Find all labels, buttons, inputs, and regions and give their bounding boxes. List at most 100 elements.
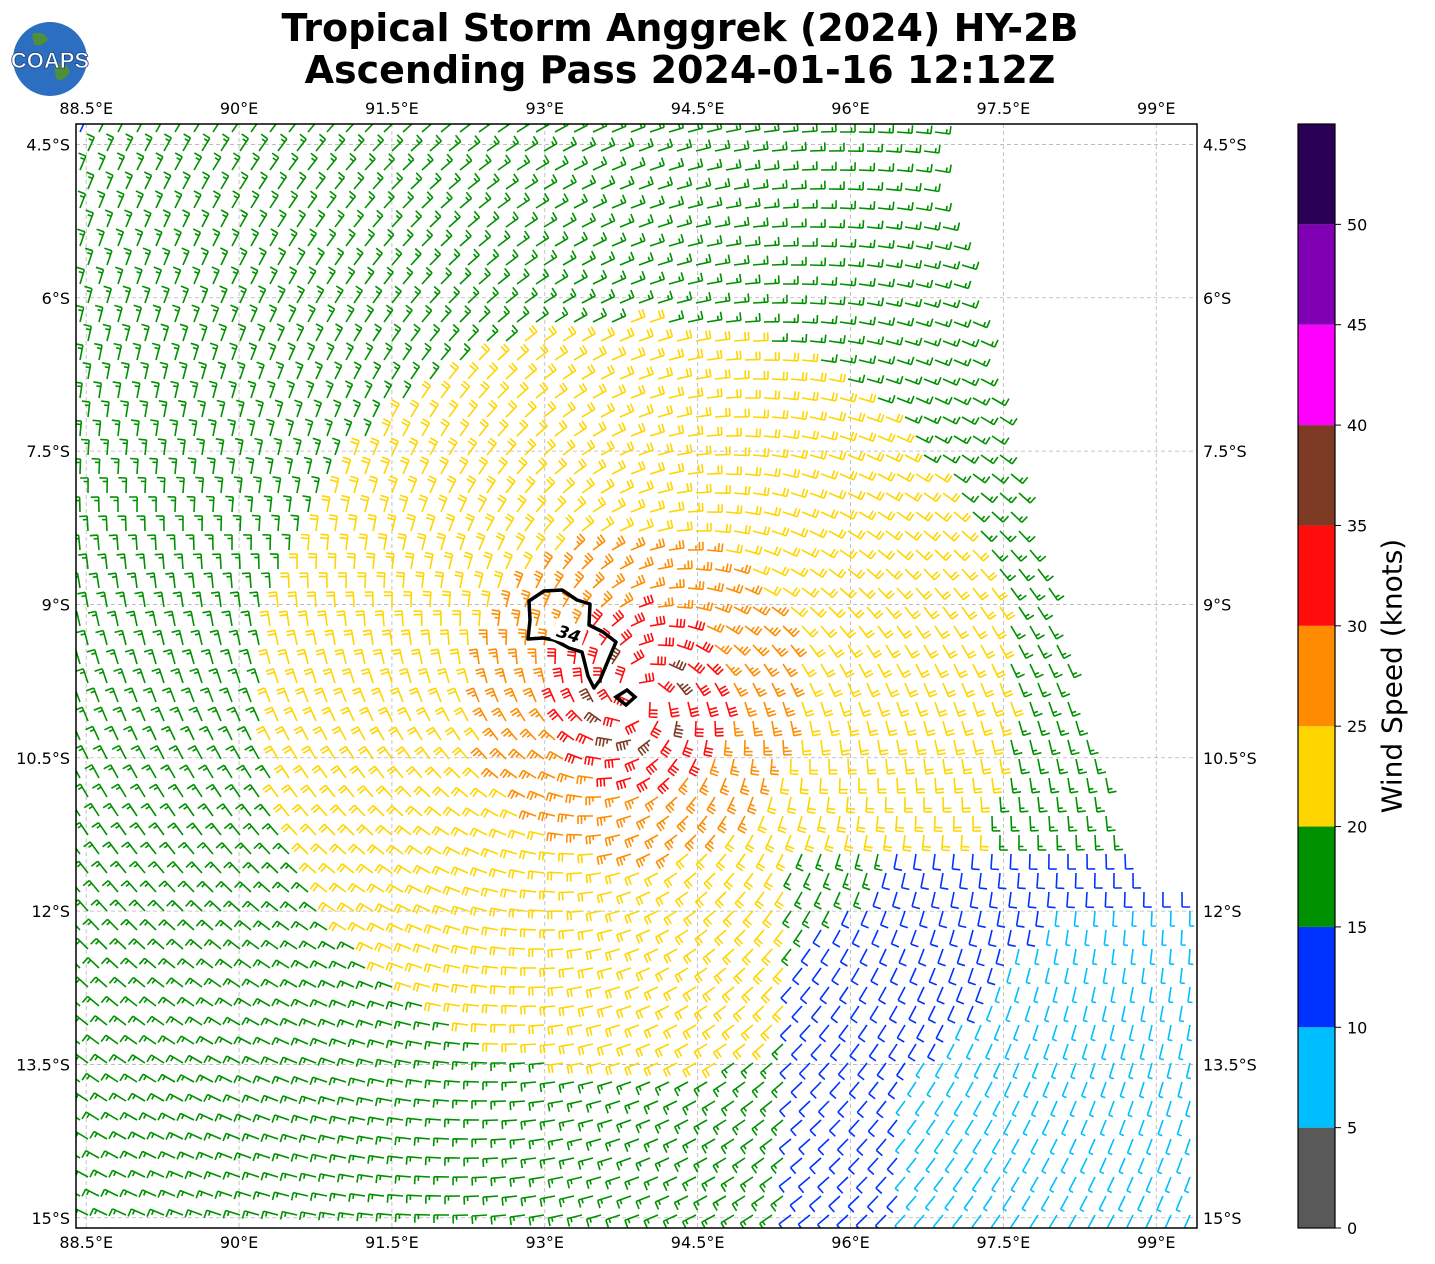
- colorbar-label-text: Wind Speed (knots): [1375, 538, 1409, 814]
- wind-barb: [431, 865, 450, 876]
- wind-barb: [402, 191, 415, 209]
- wind-barb: [820, 161, 837, 171]
- wind-barb: [193, 190, 202, 209]
- wind-barb: [596, 1081, 613, 1095]
- wind-barb: [961, 796, 971, 813]
- wind-barb: [1090, 1024, 1096, 1042]
- wind-barb: [915, 549, 934, 561]
- wind-barb: [733, 486, 751, 496]
- wind-barb: [482, 1042, 499, 1052]
- lat-tick-label: 6°S: [42, 289, 70, 308]
- wind-barb: [798, 1100, 811, 1118]
- wind-barb: [732, 1005, 746, 1023]
- wind-barb: [999, 644, 1015, 659]
- wind-barb: [847, 297, 865, 306]
- wind-barb: [600, 590, 613, 608]
- wind-barb: [923, 338, 942, 347]
- wind-barb: [317, 610, 328, 627]
- wind-barb: [968, 929, 978, 948]
- wind-barb: [367, 513, 377, 532]
- wind-barb: [355, 902, 374, 913]
- wind-barb: [344, 380, 354, 399]
- wind-barb: [391, 323, 402, 342]
- wind-barb: [636, 777, 651, 793]
- wind-barb: [828, 335, 846, 344]
- wind-barb: [355, 824, 374, 836]
- wind-barb: [920, 872, 929, 891]
- wind-barb: [596, 891, 613, 904]
- wind-barb: [170, 380, 180, 399]
- wind-barb: [662, 1100, 678, 1116]
- wind-barb: [595, 736, 613, 747]
- wind-barb: [163, 133, 172, 152]
- wind-barb: [442, 806, 461, 817]
- wind-barb: [964, 1234, 973, 1249]
- wind-barb: [790, 720, 802, 737]
- wind-barb: [604, 986, 621, 1000]
- wind-barb: [172, 591, 184, 608]
- wind-barb: [1130, 948, 1136, 966]
- wind-barb: [454, 570, 464, 589]
- wind-barb: [181, 247, 190, 266]
- wind-barb: [465, 513, 475, 532]
- wind-barb: [904, 337, 923, 347]
- wind-barb: [624, 1062, 640, 1076]
- wind-barb: [165, 938, 184, 950]
- wind-barb: [915, 163, 933, 173]
- wind-barb: [657, 519, 674, 532]
- wind-barb: [538, 851, 556, 861]
- wind-barb: [703, 739, 714, 758]
- wind-barb: [722, 910, 735, 928]
- wind-barb: [856, 1138, 868, 1157]
- wind-barb: [687, 272, 704, 285]
- wind-barb: [244, 495, 254, 513]
- wind-barb: [439, 629, 450, 646]
- wind-barb: [452, 610, 462, 627]
- wind-barb: [355, 980, 374, 990]
- wind-barb: [317, 979, 336, 988]
- wind-barb: [252, 1075, 271, 1084]
- wind-barb: [836, 1138, 849, 1156]
- wind-barb: [253, 842, 271, 855]
- wind-barb: [443, 1080, 461, 1089]
- wind-barb: [215, 881, 233, 893]
- wind-barb: [356, 785, 374, 798]
- lon-tick-label: 91.5°E: [365, 99, 419, 118]
- wind-barb: [401, 629, 412, 646]
- wind-barb: [260, 978, 279, 988]
- wind-barb: [159, 361, 169, 380]
- wind-barb: [763, 625, 782, 637]
- wind-barb: [1049, 1138, 1058, 1156]
- wind-barb: [972, 663, 988, 679]
- wind-barb: [1013, 986, 1020, 1004]
- wind-barb: [554, 306, 569, 323]
- wind-barb: [391, 361, 401, 380]
- wind-barb: [526, 790, 545, 801]
- wind-barb: [456, 532, 466, 551]
- wind-barb: [543, 438, 556, 456]
- wind-barb: [315, 209, 326, 228]
- wind-barb: [600, 478, 615, 494]
- wind-barb: [412, 904, 431, 915]
- wind-barb: [836, 1176, 849, 1194]
- wind-barb: [451, 1022, 469, 1032]
- wind-barb: [933, 815, 943, 832]
- lon-tick-label: 97.5°E: [977, 99, 1031, 118]
- wind-barb: [306, 342, 316, 361]
- wind-barb: [881, 872, 891, 891]
- wind-barb: [577, 967, 594, 979]
- wind-barb: [533, 570, 544, 589]
- wind-barb: [139, 919, 157, 931]
- wind-barb: [861, 872, 871, 891]
- wind-barb: [973, 1062, 982, 1080]
- wind-barb: [942, 492, 961, 503]
- wind-barb: [751, 1043, 765, 1061]
- wind-barb: [847, 143, 864, 153]
- wind-barb: [93, 706, 108, 722]
- wind-barb: [839, 625, 857, 639]
- colorbar-bin: [1298, 625, 1335, 727]
- wind-barb: [172, 304, 181, 323]
- wind-barb: [547, 1214, 564, 1227]
- wind-barb: [668, 348, 685, 361]
- wind-barb: [714, 891, 727, 909]
